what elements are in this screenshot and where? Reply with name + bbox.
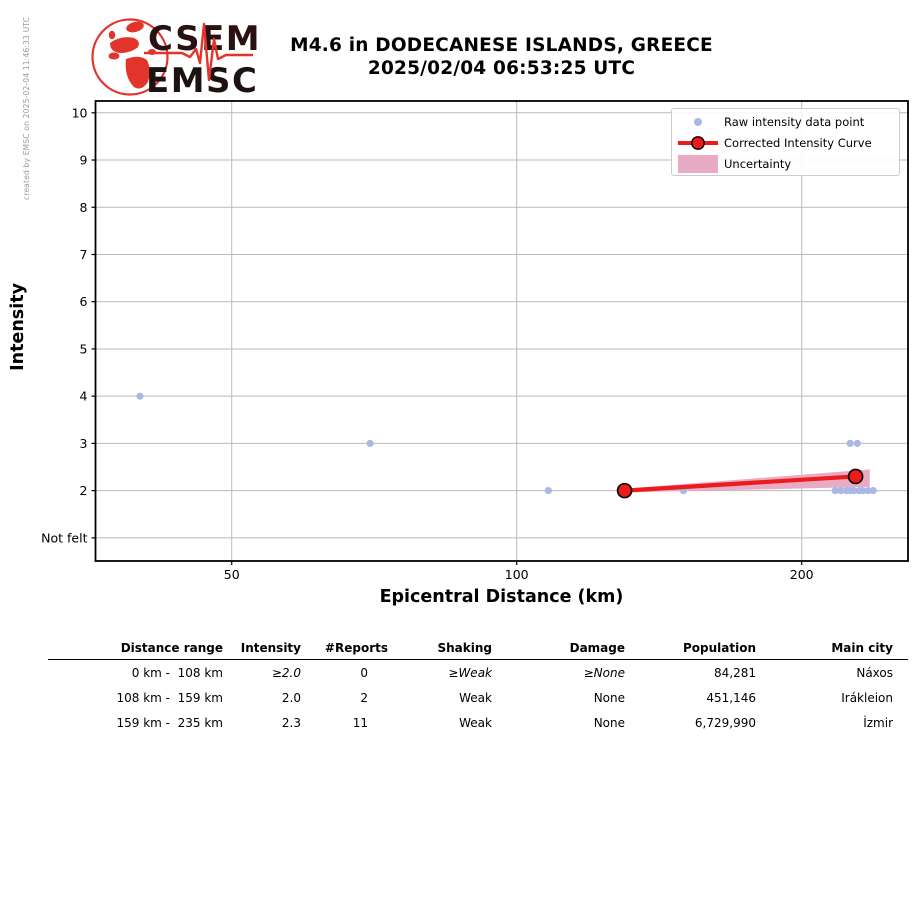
chart-title-line2: 2025/02/04 06:53:25 UTC <box>367 58 636 79</box>
cell-reports: 0 <box>360 665 368 680</box>
y-tick-label: 2 <box>80 483 88 498</box>
raw-data-point <box>544 487 552 495</box>
raw-data-point <box>853 439 861 448</box>
chart-title-line1: M4.6 in DODECANESE ISLANDS, GREECE <box>290 35 713 56</box>
legend-item-curve: Corrected Intensity Curve <box>672 132 899 153</box>
cell-distance: 159 km - 235 km <box>116 715 224 730</box>
cell-population: 84,281 <box>714 665 756 680</box>
raw-data-point <box>837 487 845 495</box>
legend-uncertainty-patch-icon <box>678 154 718 173</box>
logo-emsc-text: EMSC <box>146 61 259 101</box>
cell-shaking: Weak <box>459 715 492 730</box>
raw-data-point <box>846 439 854 448</box>
y-axis-label: Intensity <box>8 283 28 371</box>
legend-raw-dot-icon <box>694 117 702 126</box>
x-tick-label: 200 <box>790 567 814 582</box>
raw-data-point <box>831 487 839 495</box>
cell-damage: None <box>593 690 625 705</box>
corrected-intensity-curve <box>624 474 856 493</box>
cell-damage: ≥None <box>583 665 625 680</box>
table-row: 108 km - 159 km 2.0 2 Weak None 451,146 … <box>48 685 908 710</box>
chart-title: M4.6 in DODECANESE ISLANDS, GREECE 2025/… <box>95 34 908 80</box>
cell-reports: 2 <box>360 690 368 705</box>
x-axis-label: Epicentral Distance (km) <box>379 587 624 607</box>
cell-population: 451,146 <box>706 690 756 705</box>
intensity-chart: 50 100 200 10 9 8 7 6 5 4 3 2 Not felt <box>41 100 909 582</box>
col-distance-range: Distance range <box>48 639 228 660</box>
y-tick-label: 4 <box>80 389 88 404</box>
table-header-row: Distance range Intensity #Reports Shakin… <box>48 639 908 660</box>
cell-distance: 108 km - 159 km <box>116 690 224 705</box>
legend-item-uncertainty: Uncertainty <box>672 153 899 174</box>
plot-border <box>94 100 909 562</box>
emsc-logo: CSEM EMSC <box>91 18 260 101</box>
cell-intensity: 2.0 <box>281 690 301 705</box>
col-main-city: Main city <box>761 639 908 660</box>
cell-shaking: Weak <box>459 690 492 705</box>
cell-intensity: 2.3 <box>281 715 301 730</box>
raw-data-point <box>864 487 872 495</box>
cell-main-city: Irákleion <box>841 690 893 705</box>
table-row: 0 km - 108 km ≥2.0 0 ≥Weak ≥None 84,281 … <box>48 660 908 686</box>
cell-reports: 11 <box>352 715 368 730</box>
raw-data-point <box>850 487 858 495</box>
x-tick-label: 100 <box>505 567 529 582</box>
y-tick-label: 10 <box>72 105 88 120</box>
chart-legend: Raw intensity data point Corrected Inten… <box>671 108 900 176</box>
cell-damage: None <box>593 715 625 730</box>
cell-shaking: ≥Weak <box>448 665 492 680</box>
y-tick-label: 3 <box>80 436 88 451</box>
y-tick-label: Not felt <box>41 530 87 545</box>
legend-label-raw: Raw intensity data point <box>724 114 865 129</box>
curve-marker <box>847 468 864 485</box>
raw-data-point <box>869 487 877 495</box>
col-intensity: Intensity <box>228 639 306 660</box>
cell-main-city: İzmir <box>863 715 893 730</box>
raw-data-point <box>366 439 374 448</box>
cell-main-city: Náxos <box>856 665 893 680</box>
y-tick-label: 9 <box>80 153 88 168</box>
y-tick-label: 7 <box>80 247 88 262</box>
legend-label-curve: Corrected Intensity Curve <box>724 135 872 150</box>
col-shaking: Shaking <box>393 639 497 660</box>
col-reports: #Reports <box>306 639 393 660</box>
raw-data-point <box>136 392 144 400</box>
summary-table: Distance range Intensity #Reports Shakin… <box>48 639 908 735</box>
col-population: Population <box>630 639 761 660</box>
cell-population: 6,729,990 <box>694 715 756 730</box>
col-damage: Damage <box>497 639 630 660</box>
curve-marker <box>616 482 633 499</box>
logo-seismogram-icon <box>144 22 253 82</box>
legend-item-raw: Raw intensity data point <box>672 111 899 132</box>
y-tick-label: 6 <box>80 294 88 309</box>
cell-distance: 0 km - 108 km <box>131 665 223 680</box>
x-tick-label: 50 <box>224 567 240 582</box>
table-row: 159 km - 235 km 2.3 11 Weak None 6,729,9… <box>48 710 908 735</box>
legend-label-uncertainty: Uncertainty <box>724 156 792 171</box>
cell-intensity: ≥2.0 <box>271 665 301 680</box>
legend-curve-marker-icon <box>691 135 705 150</box>
y-tick-label: 5 <box>80 341 88 356</box>
y-tick-label: 8 <box>80 200 88 215</box>
raw-data-point <box>859 487 867 495</box>
